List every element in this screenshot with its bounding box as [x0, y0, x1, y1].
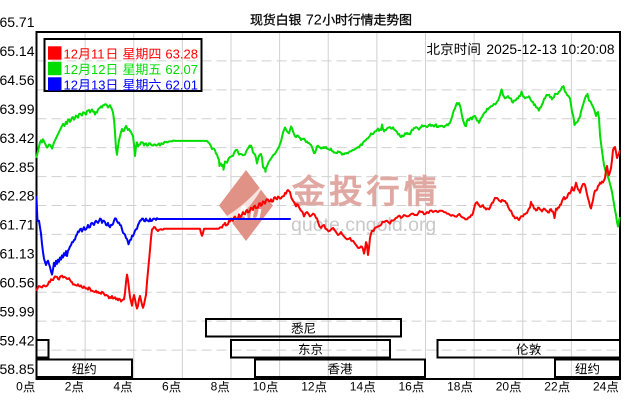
svg-text:6: 6 [162, 380, 169, 394]
svg-text:62.07: 62.07 [165, 62, 198, 77]
svg-text:58.85: 58.85 [0, 361, 35, 377]
svg-text:12: 12 [301, 380, 315, 394]
svg-text:20: 20 [496, 380, 510, 394]
svg-text:72: 72 [306, 13, 322, 29]
svg-text:61.13: 61.13 [0, 246, 35, 262]
svg-text:64.56: 64.56 [0, 72, 35, 88]
svg-text:8: 8 [211, 380, 218, 394]
svg-text:12: 12 [64, 62, 78, 77]
svg-text:62.01: 62.01 [165, 78, 198, 93]
svg-text:12: 12 [91, 62, 105, 77]
svg-text:24: 24 [593, 380, 607, 394]
svg-text:22: 22 [544, 380, 558, 394]
svg-text:63.99: 63.99 [0, 101, 35, 117]
svg-text:63.28: 63.28 [165, 47, 198, 62]
svg-text:4: 4 [113, 380, 120, 394]
svg-text:65.14: 65.14 [0, 43, 35, 59]
svg-text:10: 10 [253, 380, 267, 394]
svg-text:2025-12-13 10:20:08: 2025-12-13 10:20:08 [486, 42, 614, 57]
svg-text:quote.cngold.org: quote.cngold.org [291, 214, 436, 236]
svg-text:65.71: 65.71 [0, 14, 35, 30]
svg-text:59.42: 59.42 [0, 332, 35, 348]
svg-text:2: 2 [65, 380, 72, 394]
svg-text:62.85: 62.85 [0, 159, 35, 175]
svg-text:12: 12 [64, 47, 78, 62]
svg-text:11: 11 [91, 47, 105, 62]
svg-text:59.99: 59.99 [0, 303, 35, 319]
svg-text:63.42: 63.42 [0, 130, 35, 146]
svg-text:16: 16 [399, 380, 413, 394]
svg-text:13: 13 [91, 78, 105, 93]
svg-text:60.56: 60.56 [0, 274, 35, 290]
svg-text:12: 12 [64, 78, 78, 93]
svg-text:18: 18 [447, 380, 461, 394]
svg-text:62.28: 62.28 [0, 188, 35, 204]
svg-text:0: 0 [16, 380, 23, 394]
svg-text:61.71: 61.71 [0, 217, 35, 233]
svg-text:14: 14 [350, 380, 364, 394]
